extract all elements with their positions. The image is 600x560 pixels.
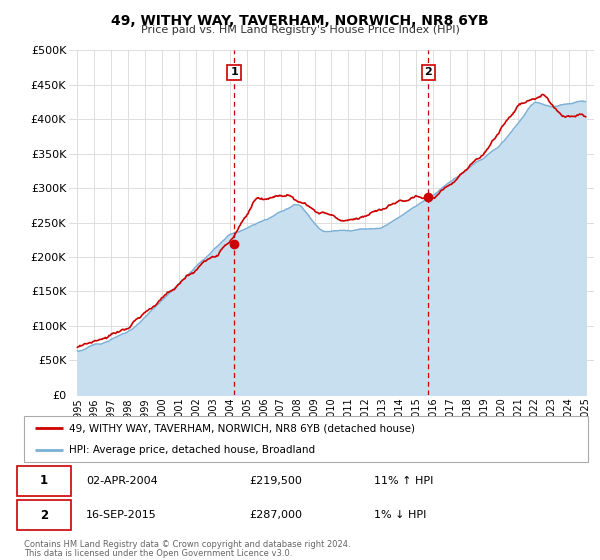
Text: HPI: Average price, detached house, Broadland: HPI: Average price, detached house, Broa…	[69, 445, 315, 455]
Text: 49, WITHY WAY, TAVERHAM, NORWICH, NR8 6YB: 49, WITHY WAY, TAVERHAM, NORWICH, NR8 6Y…	[111, 14, 489, 28]
Text: £287,000: £287,000	[250, 510, 302, 520]
Text: 02-APR-2004: 02-APR-2004	[86, 476, 158, 486]
Text: 2: 2	[424, 67, 432, 77]
Text: £219,500: £219,500	[250, 476, 302, 486]
FancyBboxPatch shape	[17, 501, 71, 530]
Text: 16-SEP-2015: 16-SEP-2015	[86, 510, 157, 520]
Text: 1% ↓ HPI: 1% ↓ HPI	[374, 510, 426, 520]
Text: 11% ↑ HPI: 11% ↑ HPI	[374, 476, 433, 486]
Text: 1: 1	[40, 474, 48, 487]
FancyBboxPatch shape	[24, 416, 588, 462]
Text: 2: 2	[40, 508, 48, 522]
Text: Contains HM Land Registry data © Crown copyright and database right 2024.: Contains HM Land Registry data © Crown c…	[24, 540, 350, 549]
Text: Price paid vs. HM Land Registry's House Price Index (HPI): Price paid vs. HM Land Registry's House …	[140, 25, 460, 35]
FancyBboxPatch shape	[17, 466, 71, 496]
Text: 1: 1	[230, 67, 238, 77]
Text: This data is licensed under the Open Government Licence v3.0.: This data is licensed under the Open Gov…	[24, 549, 292, 558]
Text: 49, WITHY WAY, TAVERHAM, NORWICH, NR8 6YB (detached house): 49, WITHY WAY, TAVERHAM, NORWICH, NR8 6Y…	[69, 423, 415, 433]
